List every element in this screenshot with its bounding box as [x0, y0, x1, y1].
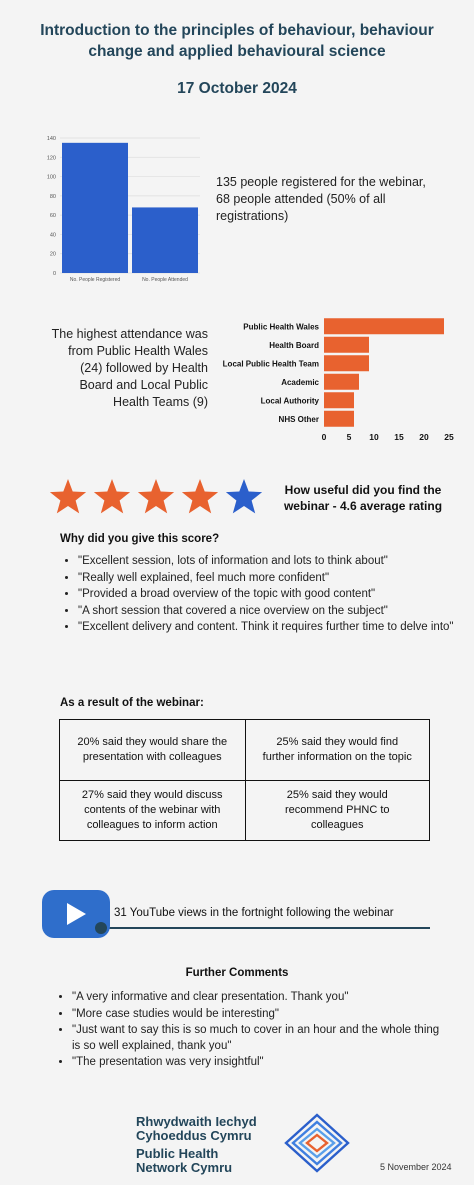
bar	[324, 410, 354, 427]
y-tick-label: 120	[47, 155, 56, 161]
divider-line	[100, 927, 430, 929]
x-tick-label: 10	[369, 432, 379, 442]
x-tick-label: No. People Registered	[70, 277, 121, 283]
y-tick-label: 140	[47, 136, 56, 142]
further-list: "A very informative and clear presentati…	[72, 990, 444, 1072]
footer-date: 5 November 2024	[380, 1162, 452, 1172]
attendance-summary: The highest attendance was from Public H…	[51, 327, 208, 409]
org-name-welsh-1: Rhwydwaith Iechyd	[136, 1114, 257, 1129]
further-heading: Further Comments	[185, 967, 289, 979]
result-cell: 20% said they would share the presentati…	[77, 736, 228, 763]
rating-question: How useful did you find the webinar - 4.…	[283, 483, 443, 513]
youtube-button[interactable]	[42, 890, 110, 938]
list-item: "Excellent delivery and content. Think i…	[78, 620, 458, 636]
x-tick-label: 25	[444, 432, 454, 442]
list-item: "Provided a broad overview of the topic …	[78, 587, 458, 603]
org-name-en-2: Network Cymru	[136, 1160, 233, 1175]
x-tick-label: 15	[394, 432, 404, 442]
list-item: "More case studies would be interesting"	[72, 1007, 444, 1023]
page-title: Introduction to the principles of behavi…	[40, 22, 434, 60]
star-rating	[49, 479, 263, 514]
y-tick-label: 60	[50, 213, 56, 219]
org-name-welsh-2: Cyhoeddus Cymru	[136, 1128, 252, 1143]
category-label: NHS Other	[279, 415, 319, 424]
y-tick-label: 20	[50, 252, 56, 258]
category-label: Local Public Health Team	[223, 359, 319, 368]
youtube-views-text: 31 YouTube views in the fortnight follow…	[114, 907, 394, 919]
x-tick-label: 20	[419, 432, 429, 442]
bar	[324, 355, 369, 372]
list-item: "The presentation was very insightful"	[72, 1055, 444, 1071]
bar	[324, 373, 359, 390]
divider-dot	[95, 922, 107, 934]
y-tick-label: 100	[47, 175, 56, 181]
bar	[324, 336, 369, 353]
list-item: "A very informative and clear presentati…	[72, 990, 444, 1006]
category-label: Local Authority	[261, 396, 320, 405]
result-table: 20% said they would share the presentati…	[59, 719, 430, 841]
list-item: "A short session that covered a nice ove…	[78, 604, 458, 620]
star-icon	[137, 479, 175, 514]
org-name-en-1: Public Health	[136, 1146, 219, 1161]
x-tick-label: No. People Attended	[142, 277, 188, 283]
list-item: "Just want to say this is so much to cov…	[72, 1023, 444, 1054]
category-label: Academic	[281, 378, 319, 387]
result-cell: 25% said they would recommend PHNC to co…	[244, 780, 429, 840]
why-heading: Why did you give this score?	[60, 533, 220, 545]
list-item: "Excellent session, lots of information …	[78, 554, 458, 570]
bar	[324, 318, 444, 335]
star-icon	[181, 479, 219, 514]
star-icon	[225, 479, 263, 514]
bar	[324, 392, 354, 409]
org-name: Rhwydwaith Iechyd Cyhoeddus Cymru Public…	[136, 1115, 257, 1175]
list-item: "Really well explained, feel much more c…	[78, 571, 458, 587]
y-tick-label: 0	[53, 271, 56, 277]
play-icon	[67, 903, 86, 925]
logo-icon	[284, 1113, 350, 1173]
bar	[132, 207, 198, 273]
category-label: Public Health Wales	[243, 322, 319, 331]
star-icon	[49, 479, 87, 514]
x-tick-label: 5	[347, 432, 352, 442]
bar	[62, 142, 128, 273]
y-tick-label: 80	[50, 194, 56, 200]
result-heading: As a result of the webinar:	[60, 697, 204, 709]
registration-summary: 135 people registered for the webinar, 6…	[216, 175, 426, 223]
why-list: "Excellent session, lots of information …	[78, 554, 458, 637]
x-tick-label: 0	[322, 432, 327, 442]
result-cell: 27% said they would discuss contents of …	[60, 780, 245, 840]
event-date: 17 October 2024	[177, 80, 297, 97]
category-label: Health Board	[269, 341, 319, 350]
star-icon	[93, 479, 131, 514]
result-cell: 25% said they would find further informa…	[244, 720, 430, 780]
y-tick-label: 40	[50, 232, 56, 238]
